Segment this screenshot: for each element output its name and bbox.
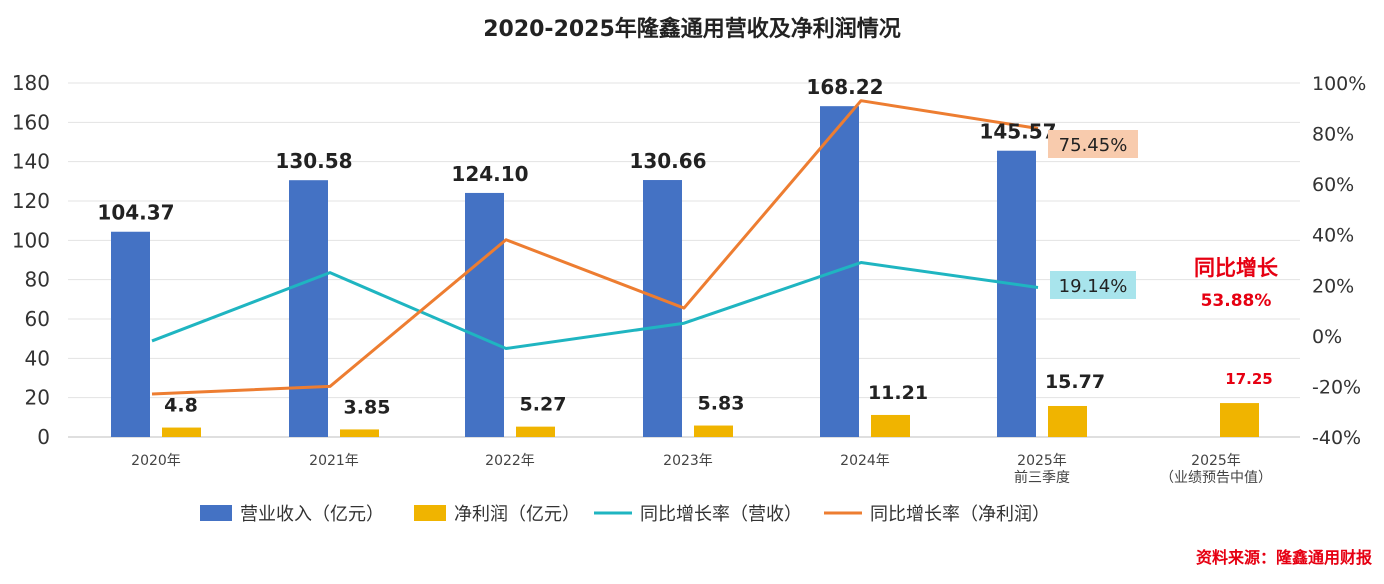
category-label: 2020年	[131, 453, 181, 469]
net-profit-bar	[871, 414, 910, 437]
revenue-value-label: 130.66	[629, 149, 706, 173]
revenue-growth-line	[151, 261, 1039, 350]
right-tick-label: 60%	[1312, 174, 1354, 196]
left-tick-label: 20	[25, 386, 50, 410]
net-profit-growth-callout: 75.45%	[1048, 130, 1138, 158]
left-tick-label: 100	[12, 228, 50, 252]
right-tick-label: 100%	[1312, 73, 1366, 95]
right-tick-label: 20%	[1312, 275, 1354, 297]
value-labels: 104.37 130.58 124.10 130.66 168.22 145.57 4.8 3…	[97, 75, 1272, 418]
category-label: 前三季度	[1014, 469, 1070, 486]
revenue-value-label: 130.58	[275, 149, 352, 173]
revenue-bar	[289, 180, 328, 437]
right-tick-label: -40%	[1312, 427, 1361, 449]
left-tick-label: 160	[12, 110, 50, 134]
category-label: 2022年	[485, 453, 535, 469]
source-note: 资料来源：隆鑫通用财报	[1196, 548, 1372, 567]
bars	[111, 106, 1259, 438]
legend-label: 同比增长率（营收）	[640, 504, 802, 525]
revenue-bar	[465, 192, 504, 437]
net-profit-bar	[1220, 403, 1259, 437]
left-tick-label: 80	[25, 268, 50, 292]
revenue-bar	[643, 180, 682, 437]
right-tick-label: 0%	[1312, 326, 1342, 348]
category-label: 2021年	[309, 453, 359, 469]
legend: 营业收入（亿元） 净利润（亿元） 同比增长率（营收） 同比增长率（净利润）	[200, 504, 1050, 525]
revenue-value-label: 104.37	[97, 201, 174, 225]
revenue-bar	[111, 231, 150, 437]
right-axis: -40% -20% 0% 20% 40% 60% 80% 100%	[1312, 73, 1366, 449]
category-label: （业绩预告中值）	[1160, 470, 1272, 486]
legend-label: 同比增长率（净利润）	[870, 504, 1050, 525]
revenue-growth-callout: 19.14%	[1050, 271, 1136, 299]
yoy-title: 同比增长	[1194, 256, 1279, 280]
right-tick-label: 40%	[1312, 225, 1354, 247]
chart-title: 2020-2025年隆鑫通用营收及净利润情况	[483, 16, 901, 42]
net-profit-bar	[162, 427, 201, 437]
legend-swatch	[414, 505, 446, 521]
category-labels: 2020年 2021年 2022年 2023年 2024年 2025年前三季度2025年（…	[131, 453, 1272, 486]
revenue-growth-label: 19.14%	[1059, 276, 1128, 297]
net-profit-growth-box	[1048, 130, 1138, 158]
net-profit-bar	[694, 425, 733, 437]
right-tick-label: 80%	[1312, 124, 1354, 146]
left-tick-label: 140	[12, 150, 50, 174]
net-profit-value-label: 11.21	[868, 382, 928, 404]
left-tick-label: 40	[25, 346, 50, 370]
left-tick-label: 180	[12, 71, 50, 95]
net-profit-value-label: 3.85	[344, 396, 391, 418]
revenue-value-label: 145.57	[979, 120, 1056, 144]
left-tick-label: 0	[37, 425, 50, 449]
yoy-value: 53.88%	[1201, 291, 1272, 311]
revenue-growth-box	[1050, 271, 1136, 299]
legend-swatch	[200, 505, 232, 521]
net-profit-bar	[516, 426, 555, 437]
revenue-bar	[820, 106, 859, 438]
net-profit-value-label: 15.77	[1045, 371, 1105, 393]
legend-label: 营业收入（亿元）	[240, 504, 384, 525]
net-profit-bar	[340, 429, 379, 437]
left-tick-label: 120	[12, 189, 50, 213]
net-profit-growth-line	[151, 99, 1039, 396]
legend-label: 净利润（亿元）	[454, 504, 580, 525]
net-profit-bar	[1048, 405, 1087, 437]
grid	[68, 82, 1300, 438]
net-profit-growth-label: 75.45%	[1059, 135, 1128, 156]
category-label: 2023年	[663, 453, 713, 469]
net-profit-value-label: 5.27	[520, 394, 567, 416]
left-axis: 0 20 40 60 80 100 120 140 160 180	[12, 71, 50, 449]
net-profit-value-label: 4.8	[164, 395, 198, 417]
category-label: 2025年	[1017, 453, 1067, 469]
revenue-value-label: 168.22	[806, 75, 883, 99]
left-tick-label: 60	[25, 307, 50, 331]
lines	[151, 99, 1039, 396]
revenue-bar	[997, 150, 1036, 437]
net-profit-value-label: 17.25	[1225, 370, 1272, 388]
revenue-value-label: 124.10	[451, 162, 528, 186]
net-profit-value-label: 5.83	[698, 393, 745, 415]
right-tick-label: -20%	[1312, 376, 1361, 398]
category-label: 2025年	[1191, 453, 1241, 469]
category-label: 2024年	[840, 453, 890, 469]
